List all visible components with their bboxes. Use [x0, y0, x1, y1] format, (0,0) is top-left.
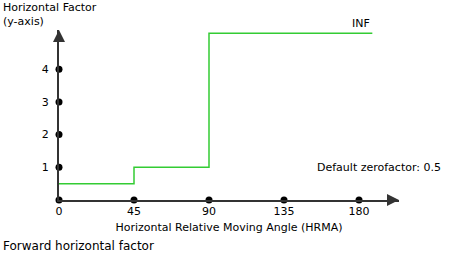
svg-text:Forward horizontal factor: Forward horizontal factor: [3, 239, 154, 253]
svg-text:135: 135: [274, 205, 295, 218]
svg-text:Horizontal Factor(y-axis): Horizontal Factor(y-axis): [3, 1, 97, 28]
svg-text:90: 90: [202, 205, 216, 218]
svg-text:INF: INF: [352, 17, 370, 30]
svg-text:180: 180: [349, 205, 370, 218]
svg-text:2: 2: [42, 128, 49, 141]
svg-text:Horizontal Relative Moving Ang: Horizontal Relative Moving Angle (HRMA): [115, 221, 342, 234]
svg-text:0: 0: [56, 205, 63, 218]
svg-text:1: 1: [42, 161, 49, 174]
svg-text:3: 3: [42, 96, 49, 109]
svg-text:4: 4: [42, 63, 49, 76]
svg-text:45: 45: [127, 205, 141, 218]
svg-text:Default zerofactor: 0.5: Default zerofactor: 0.5: [317, 161, 441, 174]
